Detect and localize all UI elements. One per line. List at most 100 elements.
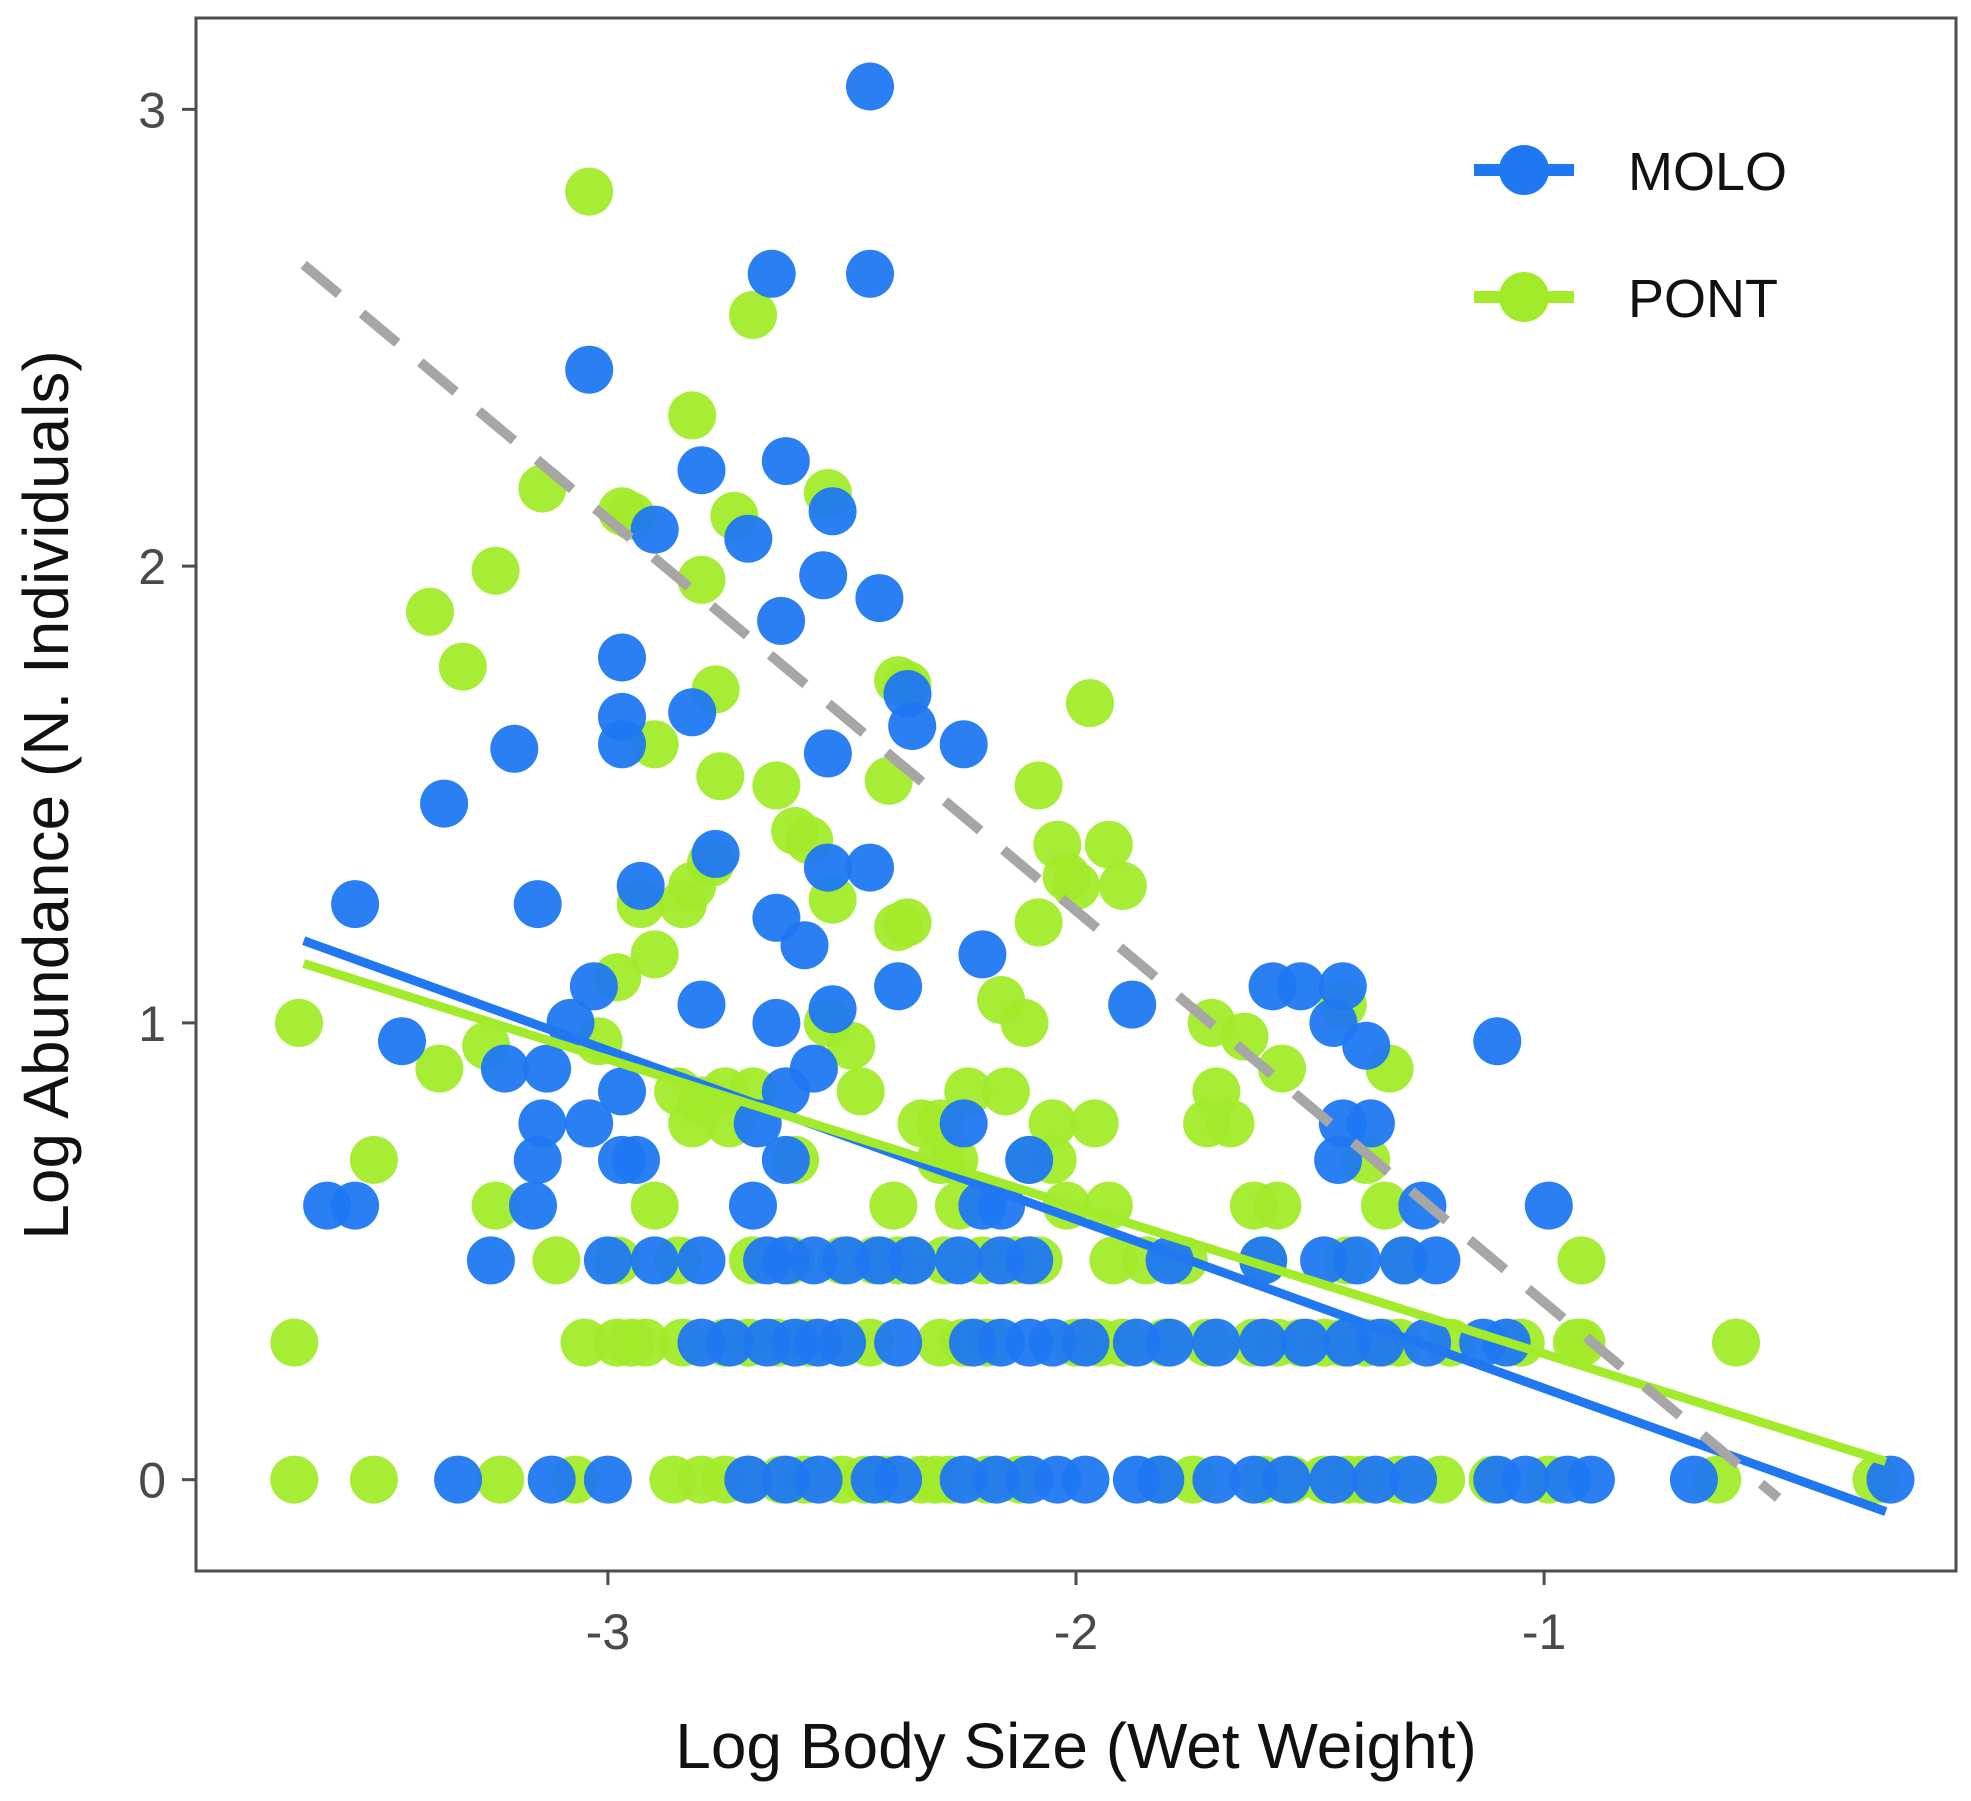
point-pont [1360,1181,1409,1230]
point-molo [761,437,810,486]
point-pont [1258,1044,1306,1093]
point-molo [958,930,1007,979]
point-molo [757,596,806,645]
point-molo [668,688,717,737]
point-molo [378,1017,426,1066]
point-molo [1524,1181,1573,1230]
point-pont [1028,1099,1077,1148]
point-molo [480,1044,529,1093]
fit-lines-layer [300,260,1888,1516]
point-molo [855,1236,904,1285]
point-pont [1220,1012,1269,1061]
point-molo [846,249,894,298]
point-pont [668,391,717,440]
point-molo [761,1135,810,1184]
point-pont [349,1135,398,1184]
point-molo [799,551,848,600]
point-pont [565,167,614,216]
point-pont [668,1099,717,1148]
point-molo [818,1318,866,1367]
point-molo [1005,1135,1054,1184]
point-pont [1066,679,1114,728]
legend-key-dot-pont [1499,272,1549,322]
point-molo [803,843,852,892]
points-layer [270,62,1915,1504]
point-molo [1412,1236,1461,1285]
point-pont [1084,820,1133,869]
point-molo [1314,1135,1363,1184]
point-molo [598,1067,646,1116]
overall-fit-line [300,260,1782,1502]
point-pont [518,464,567,513]
legend-label-molo: MOLO [1628,142,1787,202]
point-molo [747,249,796,298]
point-molo [1281,1318,1330,1367]
series-molo [303,62,1915,1504]
y-tick-label: 1 [138,996,166,1052]
point-pont [696,752,745,801]
point-molo [1136,1455,1185,1504]
point-molo [1192,1318,1241,1367]
point-molo [1346,1099,1395,1148]
point-molo [1473,1017,1522,1066]
point-pont [1014,761,1063,810]
point-molo [780,921,829,970]
point-molo [1318,962,1367,1011]
point-molo [331,1181,380,1230]
point-molo [724,514,773,563]
point-pont [630,930,679,979]
point-pont [1070,1099,1119,1148]
point-molo [583,1455,632,1504]
point-molo [803,729,852,778]
point-molo [1061,1455,1110,1504]
point-pont [560,1318,609,1367]
point-pont [836,1067,885,1116]
point-pont [532,1236,581,1285]
point-pont [1000,998,1049,1047]
point-molo [598,633,646,682]
point-molo [1566,1455,1615,1504]
point-molo [761,1067,810,1116]
point-molo [794,1455,843,1504]
point-molo [822,1236,871,1285]
point-molo [1061,1318,1110,1367]
legend-entry-molo: MOLO [1474,142,1787,202]
point-pont [471,546,520,595]
point-molo [724,1455,773,1504]
point-pont [1098,861,1147,910]
point-molo [1309,1455,1358,1504]
point-molo [434,1455,483,1504]
point-molo [1866,1455,1915,1504]
point-pont [1253,1181,1302,1230]
point-molo [1501,1455,1550,1504]
point-molo [1239,1318,1288,1367]
point-molo [752,998,801,1047]
x-tick-label: -1 [1522,1604,1566,1660]
point-molo [513,880,562,929]
point-molo [518,1099,567,1148]
legend: MOLO PONT [1474,142,1787,329]
point-pont [1712,1318,1760,1367]
point-pont [476,1455,525,1504]
point-pont [1089,1236,1138,1285]
point-molo [935,1236,983,1285]
point-molo [939,1099,988,1148]
point-molo [1262,1455,1311,1504]
point-pont [752,761,801,810]
point-pont [270,1318,319,1367]
point-molo [569,962,618,1011]
point-pont [415,1044,464,1093]
point-molo [1669,1455,1718,1504]
point-pont [630,1181,679,1230]
point-molo [691,829,740,878]
point-molo [1389,1455,1437,1504]
point-molo [874,1455,923,1504]
point-pont [471,1181,520,1230]
point-molo [1108,980,1157,1029]
axis-ticks: -3 -2 -1 0 1 2 3 [138,82,1566,1660]
point-molo [677,1236,726,1285]
point-pont [349,1455,398,1504]
point-molo [874,1318,923,1367]
point-molo [630,1236,679,1285]
point-molo [1323,1318,1372,1367]
